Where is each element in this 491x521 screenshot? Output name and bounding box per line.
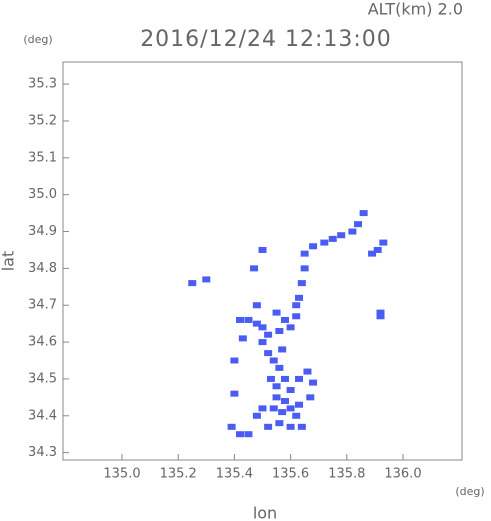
echo — [244, 431, 253, 438]
echo — [286, 423, 295, 430]
echo — [286, 386, 295, 393]
echo — [258, 246, 267, 253]
echo — [280, 316, 289, 323]
echo — [306, 394, 315, 401]
y-tick-label: 34.9 — [28, 224, 57, 239]
y-tick-label: 34.5 — [28, 371, 57, 386]
echo — [309, 243, 318, 250]
echo — [269, 357, 278, 364]
echo — [280, 398, 289, 405]
echo — [297, 280, 306, 287]
echo — [379, 239, 388, 246]
plot-frame — [62, 61, 463, 461]
echo — [359, 210, 368, 217]
y-unit: (deg) — [23, 33, 52, 46]
echo — [278, 409, 287, 416]
echo — [272, 383, 281, 390]
chart-title: 2016/12/24 12:13:00 — [140, 27, 392, 52]
echo — [286, 405, 295, 412]
echo — [295, 401, 304, 408]
echo — [258, 324, 267, 331]
echo — [348, 228, 357, 235]
echo — [236, 431, 245, 438]
echo — [272, 309, 281, 316]
x-axis-label: lon — [253, 504, 277, 521]
echo — [258, 339, 267, 346]
echo — [303, 368, 312, 375]
chart-subtitle: ALT(km) 2.0 — [368, 0, 463, 19]
echo — [227, 423, 236, 430]
x-unit: (deg) — [455, 485, 484, 498]
echo — [258, 405, 267, 412]
echo — [272, 394, 281, 401]
y-tick-label: 34.6 — [28, 335, 57, 350]
echo — [278, 346, 287, 353]
echo — [292, 302, 301, 309]
x-tick-label: 135.2 — [160, 467, 197, 482]
echo — [202, 276, 211, 283]
echo — [275, 328, 284, 335]
echo — [266, 375, 275, 382]
echo — [295, 375, 304, 382]
echo — [188, 280, 197, 287]
echo — [300, 250, 309, 257]
echo — [337, 232, 346, 239]
echo — [264, 423, 273, 430]
echo — [309, 379, 318, 386]
y-tick-label: 34.3 — [28, 445, 57, 460]
x-tick-label: 136.0 — [384, 467, 421, 482]
y-tick-label: 34.7 — [28, 298, 57, 313]
y-tick-label: 34.8 — [28, 261, 57, 276]
echo — [297, 423, 306, 430]
echo — [275, 420, 284, 427]
echo — [320, 239, 329, 246]
echo — [252, 302, 261, 309]
echo — [244, 316, 253, 323]
echo — [230, 390, 239, 397]
y-tick-label: 35.0 — [28, 187, 57, 202]
echo — [264, 331, 273, 338]
x-tick-label: 135.0 — [103, 467, 140, 482]
echo — [292, 313, 301, 320]
echo — [252, 412, 261, 419]
y-tick-label: 35.2 — [28, 113, 57, 128]
echo — [280, 375, 289, 382]
echo — [295, 294, 304, 301]
echo — [264, 350, 273, 357]
echo — [238, 335, 247, 342]
echo — [376, 309, 385, 316]
echo — [286, 324, 295, 331]
y-tick-label: 34.4 — [28, 408, 57, 423]
echo — [269, 405, 278, 412]
x-tick-label: 135.4 — [216, 467, 253, 482]
echo — [236, 316, 245, 323]
y-tick-label: 35.3 — [28, 77, 57, 92]
echo — [292, 412, 301, 419]
y-axis-label: lat — [0, 251, 18, 272]
echo — [252, 320, 261, 327]
echo — [368, 250, 377, 257]
echo — [250, 265, 259, 272]
echo — [328, 235, 337, 242]
echo — [300, 265, 309, 272]
echo — [230, 357, 239, 364]
x-tick-label: 135.8 — [328, 467, 365, 482]
y-tick-label: 35.1 — [28, 150, 57, 165]
echo — [354, 221, 363, 228]
echo — [376, 313, 385, 320]
echo — [373, 246, 382, 253]
echo — [275, 364, 284, 371]
x-tick-label: 135.6 — [272, 467, 309, 482]
